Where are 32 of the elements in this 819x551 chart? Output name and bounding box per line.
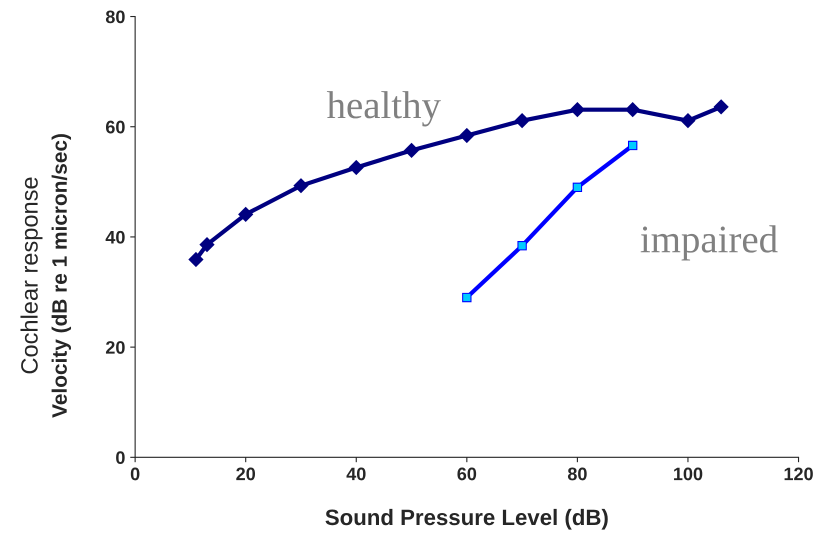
point [459,128,474,143]
point [680,113,696,128]
point [200,237,214,252]
point [462,292,472,302]
point [572,182,582,192]
point [238,206,254,222]
y-tick-label: 0 [116,451,125,464]
x-tick-label: 0 [130,468,140,480]
x-tick-label: 80 [568,468,587,480]
point [517,241,527,250]
point [628,140,638,150]
x-tick-label: 20 [236,468,255,480]
y-tick-label: 80 [106,10,125,24]
x-tick-label: 120 [784,468,813,480]
y-tick-label: 40 [106,230,125,244]
y-tick-label: 60 [106,120,125,134]
series-label: healthy [326,91,441,126]
x-axis-title: Sound Pressure Level (dB) [325,508,608,530]
point [188,252,204,267]
point [514,113,530,128]
x-tick-label: 100 [674,468,702,480]
point [294,178,308,194]
point [570,102,585,118]
series-label: impaired [640,225,778,261]
point [625,102,640,118]
y-tick-label: 20 [106,341,125,354]
point [404,143,419,158]
x-tick-label: 60 [457,468,476,480]
x-tick-label: 40 [346,468,366,480]
point [348,160,364,175]
point [714,100,729,114]
y-axis-title: Cochlear response Velocity (dB re 1 micron/sec) [20,134,72,418]
